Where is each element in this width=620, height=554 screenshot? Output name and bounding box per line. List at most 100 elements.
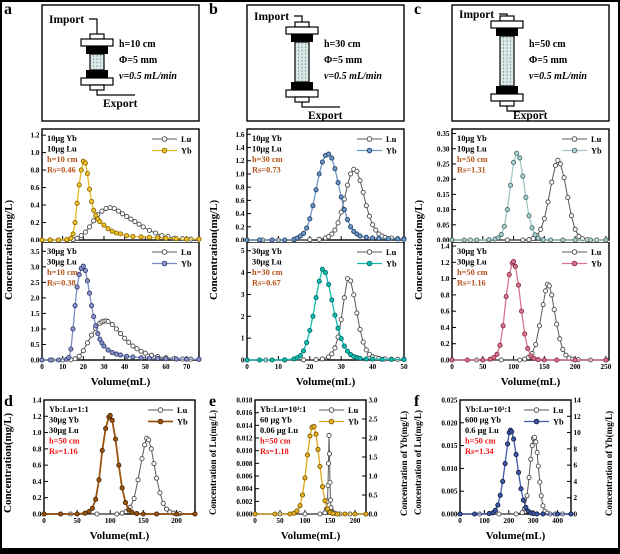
svg-text:0.15: 0.15 — [437, 191, 450, 199]
svg-text:Lu: Lu — [553, 406, 564, 415]
svg-text:400: 400 — [552, 517, 563, 525]
svg-text:h=50 cm: h=50 cm — [465, 437, 496, 446]
chart-a-bottom: 0 10 20 30 40 50 60 70 0.0 0.5 1.0 1.5 2.0 2.5 3.0 3.5 3… — [2, 241, 207, 378]
svg-text:Rs=0.46: Rs=0.46 — [47, 166, 76, 175]
svg-text:50: 50 — [400, 363, 408, 371]
svg-text:h=10 cm: h=10 cm — [47, 268, 78, 277]
svg-text:0.0: 0.0 — [31, 237, 40, 243]
svg-text:0.005: 0.005 — [441, 488, 458, 496]
x-axis-label-e: Volume(mL) — [280, 530, 341, 542]
svg-text:h=50 cm: h=50 cm — [457, 155, 488, 164]
svg-text:0: 0 — [241, 357, 245, 365]
svg-text:300: 300 — [528, 517, 539, 525]
svg-text:Rs=0.67: Rs=0.67 — [252, 279, 281, 288]
svg-text:Yb:Lu=10³:1: Yb:Lu=10³:1 — [260, 405, 306, 414]
svg-text:0.0: 0.0 — [441, 357, 450, 365]
svg-text:20: 20 — [306, 363, 314, 371]
svg-text:0.010: 0.010 — [441, 465, 458, 473]
svg-text:0.2: 0.2 — [31, 219, 40, 227]
svg-text:h=50 cm: h=50 cm — [49, 437, 80, 446]
x-axis-label-f: Volume(mL) — [485, 530, 546, 542]
svg-text:70: 70 — [183, 363, 191, 371]
svg-text:100: 100 — [105, 517, 116, 525]
svg-text:10: 10 — [59, 363, 67, 371]
svg-text:0.2: 0.2 — [236, 223, 245, 231]
svg-text:Import: Import — [49, 14, 84, 26]
chart-b-top: 0.0 0.2 0.4 0.6 0.8 1.0 1.2 1.4 1.6 10μg Yb 10μg L… — [207, 124, 412, 245]
svg-text:0.5: 0.5 — [31, 341, 40, 349]
svg-text:h=30 cm: h=30 cm — [324, 39, 361, 50]
svg-text:h=50 cm: h=50 cm — [457, 268, 488, 277]
svg-text:0.000: 0.000 — [441, 511, 458, 519]
svg-text:Lu: Lu — [348, 406, 359, 415]
svg-text:Rs=1.31: Rs=1.31 — [457, 166, 486, 175]
svg-text:0.025: 0.025 — [441, 397, 458, 405]
svg-text:Yb: Yb — [591, 260, 602, 269]
y-axis-label-b: Concentration(mg/L) — [208, 199, 220, 301]
svg-text:0.002: 0.002 — [236, 498, 253, 506]
svg-text:2.0: 2.0 — [31, 294, 40, 302]
svg-text:0.6 μg Lu: 0.6 μg Lu — [465, 426, 499, 435]
svg-text:600 μg Yb: 600 μg Yb — [465, 416, 501, 425]
svg-text:v=0.5 mL/min: v=0.5 mL/min — [119, 71, 177, 82]
svg-text:150: 150 — [138, 517, 149, 525]
svg-text:Lu: Lu — [177, 406, 188, 415]
svg-text:v=0.5 mL/min: v=0.5 mL/min — [324, 71, 382, 82]
svg-text:50: 50 — [479, 363, 487, 371]
svg-text:0.0: 0.0 — [369, 511, 378, 519]
svg-text:h=10 cm: h=10 cm — [47, 155, 78, 164]
svg-text:Lu: Lu — [181, 248, 192, 257]
svg-text:0.8: 0.8 — [31, 167, 40, 175]
x-axis-label-c: Volume(mL) — [500, 376, 561, 388]
svg-text:0.20: 0.20 — [437, 176, 450, 184]
svg-text:0.2: 0.2 — [441, 340, 450, 348]
svg-text:0: 0 — [42, 517, 46, 525]
svg-text:150: 150 — [539, 363, 550, 371]
svg-text:0.0: 0.0 — [33, 511, 42, 519]
svg-text:1.0: 1.0 — [441, 275, 450, 283]
svg-text:1.2: 1.2 — [31, 132, 40, 140]
svg-text:0.00: 0.00 — [437, 237, 450, 243]
svg-text:Rs=0.73: Rs=0.73 — [252, 166, 281, 175]
svg-text:40: 40 — [121, 363, 129, 371]
column-schematic-b: Import Export h=30 cm Φ=5 mm v=0.5 mL/min — [207, 2, 412, 124]
y-axis-label-d: Concentration(mg/L) — [2, 412, 14, 514]
svg-text:250: 250 — [601, 363, 612, 371]
svg-text:200: 200 — [570, 363, 581, 371]
svg-text:1.0: 1.0 — [236, 170, 245, 178]
svg-text:4: 4 — [241, 269, 245, 277]
bottom-row: d Concentration(mg/L) 0 50 100 150 200 0.0 0.2… — [2, 393, 618, 548]
svg-text:200: 200 — [171, 517, 182, 525]
svg-text:1.2: 1.2 — [441, 259, 450, 267]
svg-text:Lu: Lu — [591, 248, 602, 257]
svg-text:Yb: Yb — [553, 418, 564, 427]
svg-text:Yb: Yb — [348, 418, 359, 427]
svg-text:Yb: Yb — [181, 260, 192, 269]
svg-text:0.000: 0.000 — [236, 511, 253, 519]
svg-text:0.6: 0.6 — [33, 462, 42, 470]
svg-text:1.0: 1.0 — [31, 149, 40, 157]
svg-text:200: 200 — [503, 517, 514, 525]
svg-text:60 μg Yb: 60 μg Yb — [260, 416, 292, 425]
svg-text:0.020: 0.020 — [441, 419, 458, 427]
x-axis-label-d: Volume(mL) — [89, 530, 150, 542]
column-schematic-c: Import Export h=50 cm Φ=5 mm v=0.5 mL/min — [412, 2, 617, 124]
panel-f: f Concentration of Lu(mg/L) Concentratio… — [412, 393, 617, 548]
panel-d-letter: d — [4, 393, 13, 410]
svg-text:1.4: 1.4 — [236, 144, 245, 152]
svg-text:30μg Yb: 30μg Yb — [252, 247, 282, 256]
svg-text:2: 2 — [574, 494, 578, 502]
svg-text:8: 8 — [574, 445, 578, 453]
svg-text:Yb: Yb — [386, 147, 397, 156]
svg-text:50: 50 — [142, 363, 150, 371]
svg-text:Yb: Yb — [386, 260, 397, 269]
svg-text:30μg Yb: 30μg Yb — [47, 247, 77, 256]
y-axis-label-f-right: Concentration of Yb(mg/L) — [604, 410, 614, 516]
svg-text:3.0: 3.0 — [369, 397, 378, 405]
top-row: a Import Export h=10 cm Φ=5 mm v=0.5 mL/min … — [2, 2, 618, 394]
svg-text:30μg Lu: 30μg Lu — [47, 258, 77, 267]
svg-text:50: 50 — [74, 517, 82, 525]
svg-text:0.06 μg Lu: 0.06 μg Lu — [260, 426, 298, 435]
svg-text:1.4: 1.4 — [441, 243, 450, 251]
panel-e: e Concentration of Lu(mg/L) Concentratio… — [207, 393, 412, 548]
